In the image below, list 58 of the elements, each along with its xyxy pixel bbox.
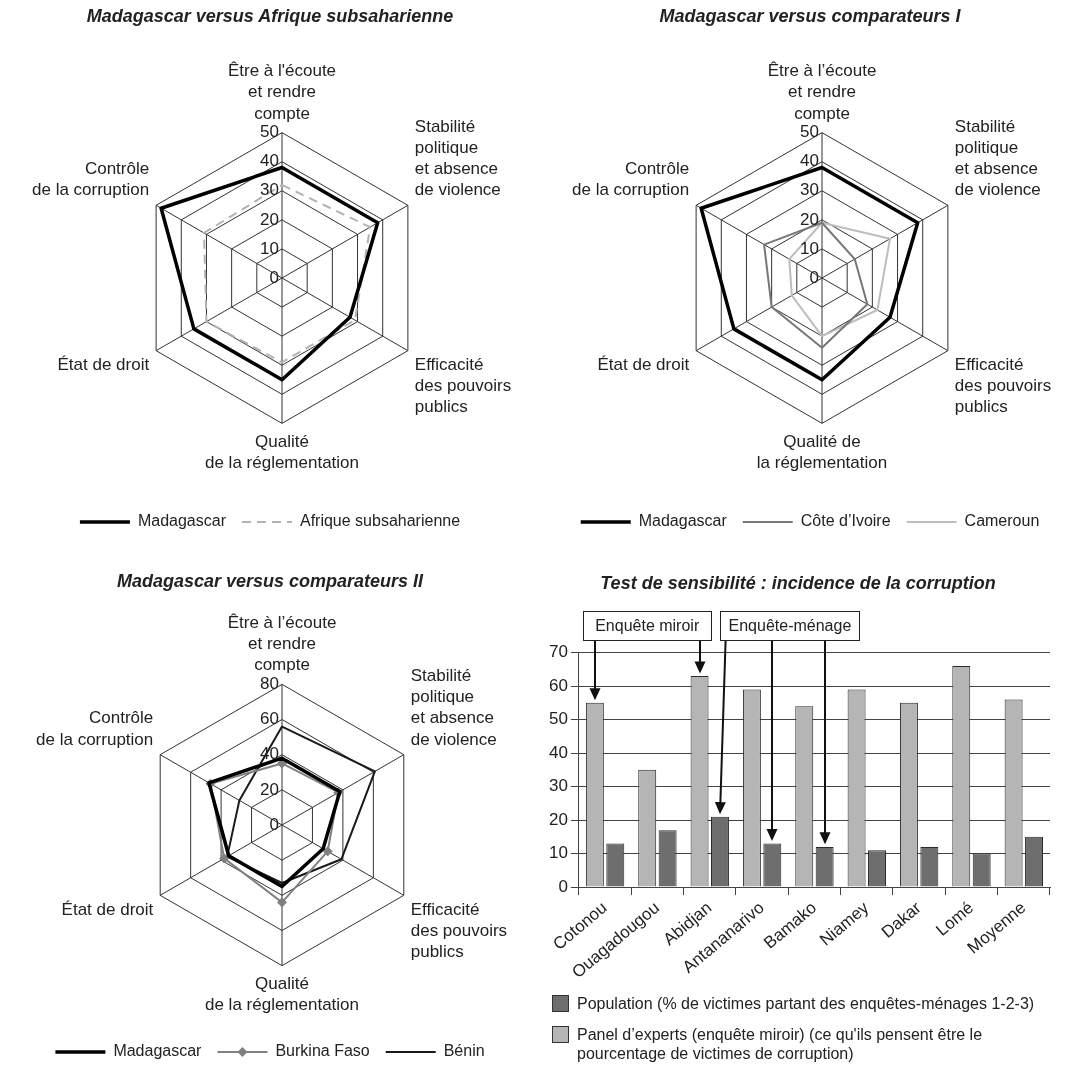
spoke-label: Être à l’écoute et rendre compte [767, 61, 877, 123]
y-tick-label: 0 [809, 267, 819, 287]
spoke-label: État de droit [597, 354, 690, 374]
spoke-label: Stabilité politique et absence de violence [414, 116, 501, 200]
y-tick-label: 40 [260, 151, 279, 171]
legend-label: Côte d’Ivoire [800, 512, 891, 530]
legend-label: Madagascar [137, 512, 227, 530]
spoke-label: Contrôle de la corruption [36, 708, 154, 749]
chart-title: Madagascar versus Afrique subsaharienne [86, 5, 454, 26]
y-tick-label: 20 [260, 209, 279, 229]
spoke-label: Être à l'écoute et rendre compte [227, 61, 337, 123]
spoke-label: Qualité de la réglementation [756, 431, 888, 472]
spoke-label: État de droit [57, 354, 150, 374]
legend-label: Panel d’experts (enquête miroir) (ce qu'ils pensent être le pourcentage de victimes de corruption) [577, 1025, 984, 1063]
y-tick-label: 20 [548, 809, 568, 829]
spoke-label: Contrôle de la corruption [571, 159, 690, 200]
spoke-label: Être à l’écoute et rendre compte [227, 612, 337, 675]
y-tick-label: 60 [260, 709, 279, 729]
spoke-label: Efficacité des pouvoirs publics [954, 354, 1052, 417]
y-tick-label: 20 [800, 209, 819, 229]
y-tick-label: 10 [800, 238, 819, 258]
y-tick-label: 70 [548, 642, 568, 662]
y-tick-label: 30 [800, 180, 819, 200]
y-tick-label: 80 [260, 674, 279, 694]
y-tick-label: 0 [558, 876, 568, 896]
chart-title: Test de sensibilité : incidence de la corruption [600, 572, 996, 593]
callout-box: Enquête-ménage [719, 610, 861, 641]
legend-label: Madagascar [638, 512, 728, 530]
legend-label: Population (% de victimes partant des enquêtes-ménages 1-2-3) [577, 994, 1035, 1013]
spoke-label: Efficacité des pouvoirs publics [414, 354, 512, 417]
spoke-label: Efficacité des pouvoirs publics [410, 899, 508, 962]
spoke-label: État de droit [61, 899, 154, 919]
y-tick-label: 30 [548, 776, 568, 796]
callout-box: Enquête miroir [582, 610, 712, 641]
y-tick-label: 10 [548, 843, 568, 863]
legend-label: Cameroun [964, 512, 1040, 530]
spoke-label: Stabilité politique et absence de violence [954, 116, 1041, 200]
legend-label: Afrique subsaharienne [299, 512, 461, 530]
spoke-label: Stabilité politique et absence de violence [410, 665, 497, 749]
spoke-label: Qualité de la réglementation [204, 973, 360, 1015]
y-tick-label: 0 [269, 267, 279, 287]
y-tick-label: 30 [260, 180, 279, 200]
spoke-label: Contrôle de la corruption [31, 159, 150, 200]
legend-label: Madagascar [113, 1042, 203, 1060]
y-tick-label: 10 [260, 238, 279, 258]
y-tick-label: 50 [800, 122, 819, 142]
y-tick-label: 20 [260, 779, 279, 799]
legend-label: Bénin [443, 1042, 485, 1060]
spoke-label: Qualité de la réglementation [204, 431, 360, 472]
legend-label: Burkina Faso [275, 1042, 370, 1060]
y-tick-label: 0 [269, 814, 279, 834]
y-tick-label: 40 [548, 742, 568, 762]
y-tick-label: 40 [800, 151, 819, 171]
y-tick-label: 50 [260, 122, 279, 142]
y-tick-label: 50 [548, 709, 568, 729]
y-tick-label: 60 [548, 675, 568, 695]
chart-title: Madagascar versus comparateurs I [659, 5, 962, 26]
chart-title: Madagascar versus comparateurs II [116, 570, 425, 591]
